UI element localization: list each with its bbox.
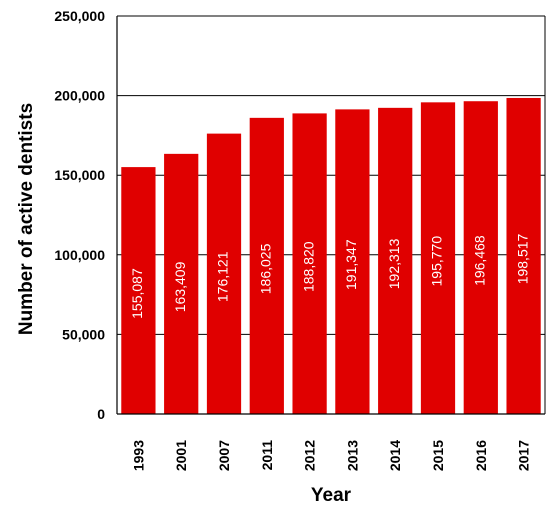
data-label-2012: 188,820 xyxy=(300,241,316,292)
y-tick-label: 50,000 xyxy=(62,326,105,342)
bar-2001 xyxy=(164,153,199,414)
x-tick-label-2015: 2015 xyxy=(430,440,446,471)
x-axis-title: Year xyxy=(311,485,352,506)
y-tick-label: 150,000 xyxy=(54,167,105,183)
bar-1993 xyxy=(121,167,156,414)
bar-2014 xyxy=(378,107,413,414)
bar-2012 xyxy=(292,113,327,414)
y-tick-label: 0 xyxy=(97,406,105,422)
data-label-1993: 155,087 xyxy=(129,268,145,319)
x-tick-label-2007: 2007 xyxy=(216,440,232,471)
data-label-2013: 191,347 xyxy=(343,239,359,290)
y-tick-label: 200,000 xyxy=(54,88,105,104)
data-label-2001: 163,409 xyxy=(172,261,188,312)
x-tick-label-2001: 2001 xyxy=(173,440,189,471)
bar-2016 xyxy=(463,101,498,414)
x-axis-tick-labels: 1993 2001 2007 2011 2012 2013 2014 2015 2016 2017 xyxy=(130,440,531,471)
bar-2013 xyxy=(335,109,370,414)
data-label-2014: 192,313 xyxy=(386,238,402,289)
y-axis-title: Number of active dentists xyxy=(16,103,37,335)
bar-2011 xyxy=(249,117,284,414)
bar-2017 xyxy=(506,97,541,414)
data-labels: 155,087 163,409 176,121 186,025 188,820 191,3… xyxy=(129,233,530,318)
x-tick-label-2012: 2012 xyxy=(302,440,318,471)
y-axis-tick-labels: 0 50,000 100,000 150,000 200,000 250,000 xyxy=(54,8,105,422)
y-tick-label: 100,000 xyxy=(54,247,105,263)
x-tick-label-2017: 2017 xyxy=(516,440,532,471)
bar-2007 xyxy=(206,133,242,415)
data-label-2015: 195,770 xyxy=(429,236,445,287)
data-label-2016: 196,468 xyxy=(472,235,488,286)
x-tick-label-2016: 2016 xyxy=(473,440,489,471)
bar-2015 xyxy=(420,102,456,414)
data-label-2017: 198,517 xyxy=(514,233,530,284)
x-tick-label-2013: 2013 xyxy=(344,440,360,471)
x-tick-label-2011: 2011 xyxy=(259,440,275,471)
y-tick-label: 250,000 xyxy=(54,8,105,24)
bars xyxy=(121,97,541,415)
data-label-2007: 176,121 xyxy=(215,251,231,302)
data-label-2011: 186,025 xyxy=(258,243,274,294)
x-tick-label-1993: 1993 xyxy=(130,440,146,471)
x-tick-label-2014: 2014 xyxy=(387,440,403,471)
